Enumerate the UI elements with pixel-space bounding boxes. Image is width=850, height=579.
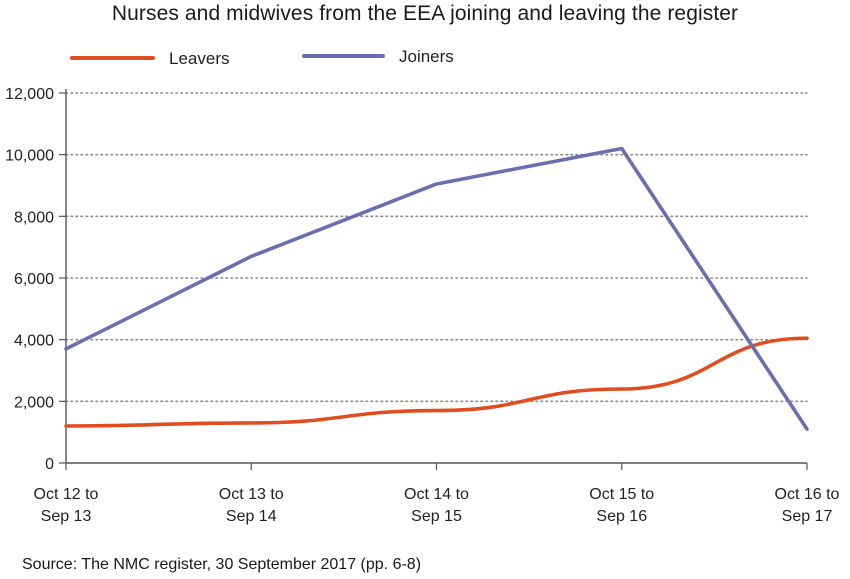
x-tick-label: Oct 13 to Sep 14	[219, 486, 284, 525]
y-tick-label: 12,000	[5, 86, 54, 103]
y-tick-label: 8,000	[14, 209, 54, 226]
axes	[59, 89, 808, 470]
y-tick-label: 6,000	[14, 271, 54, 288]
x-tick-label: Oct 12 to Sep 13	[34, 486, 99, 525]
chart-title: Nurses and midwives from the EEA joining…	[111, 2, 739, 25]
y-tick-label: 2,000	[14, 394, 54, 411]
y-tick-labels: 0 2,000 4,000 6,000 8,000 10,000 12,000	[5, 86, 54, 473]
legend: Leavers Joiners	[70, 47, 454, 68]
series-line-joiners	[64, 146, 809, 431]
x-tick-label: Oct 16 to Sep 17	[775, 486, 840, 525]
y-tick-label: 4,000	[14, 333, 54, 350]
source-note: Source: The NMC register, 30 September 2…	[22, 556, 422, 573]
series-line-leavers	[64, 336, 809, 428]
x-tick-labels: Oct 12 to Sep 13 Oct 13 to Sep 14 Oct 14 to S…	[34, 486, 840, 525]
y-tick-label: 10,000	[5, 148, 54, 165]
y-tick-label: 0	[45, 456, 54, 473]
x-tick-label: Oct 15 to Sep 16	[589, 486, 654, 525]
legend-label-leavers: Leavers	[169, 49, 229, 68]
series-lines	[64, 146, 809, 431]
x-tick-label: Oct 14 to Sep 15	[404, 486, 469, 525]
legend-label-joiners: Joiners	[399, 47, 454, 66]
gridlines	[65, 92, 808, 403]
